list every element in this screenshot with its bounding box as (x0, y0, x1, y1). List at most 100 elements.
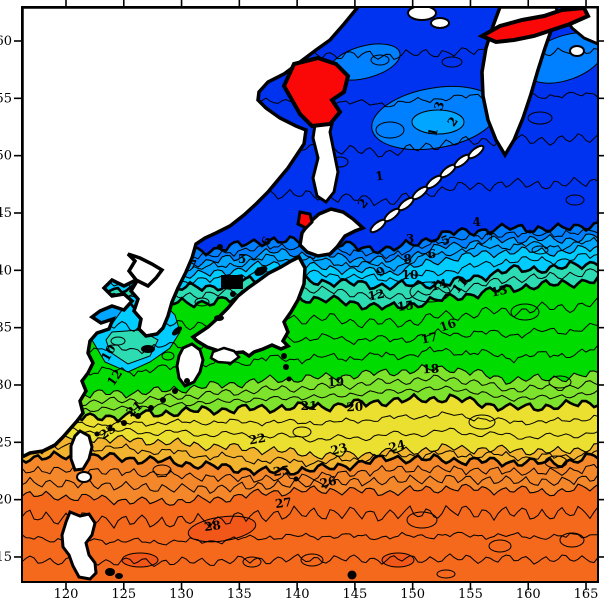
contour-ring (152, 464, 172, 476)
contour-ring (375, 121, 405, 139)
contour-ring (300, 553, 324, 567)
y-tick-label: 45 (0, 206, 12, 221)
island-dot (94, 431, 100, 437)
contour-lines (22, 45, 598, 568)
contour-label: 7 (485, 228, 497, 244)
island-dot (230, 291, 236, 297)
contour-line (22, 427, 598, 443)
x-tick-label: 165 (574, 587, 599, 602)
contour-line (22, 483, 598, 506)
contour-ring (436, 569, 456, 579)
islet-ring (430, 17, 450, 29)
contour-ring (531, 245, 549, 255)
contour-line (22, 474, 598, 494)
y-tick-label: 30 (0, 378, 12, 393)
island-dot (105, 568, 115, 576)
island-dot (293, 476, 299, 482)
contour-label: 23 (329, 440, 349, 458)
islet-ring (76, 471, 92, 483)
contour-line (22, 344, 598, 377)
x-tick-label: 140 (285, 587, 310, 602)
x-tick-label: 125 (111, 587, 136, 602)
contour-label: 3 (406, 232, 414, 246)
island-dot (254, 266, 268, 276)
contour-ring (468, 414, 496, 430)
contour-ring (194, 297, 210, 307)
contour-line (22, 531, 598, 546)
land-asian-mainland (22, 7, 361, 459)
contour-label: 3 (431, 100, 447, 112)
contour-label: 27 (274, 495, 292, 511)
plot-frame (21, 6, 599, 583)
contour-line (22, 411, 598, 428)
contour-ring (110, 336, 126, 346)
contour-label: 19 (327, 375, 344, 390)
island-dot (286, 376, 292, 382)
x-tick-label: 155 (458, 587, 483, 602)
hot-pocket (381, 552, 415, 568)
contour-ring (161, 351, 175, 361)
y-tick-label: 40 (0, 263, 12, 278)
contour-label: 28 (203, 518, 221, 534)
contour-label: 15 (396, 298, 414, 314)
y-tick-label: 55 (0, 91, 12, 106)
closed-contour-rings (110, 54, 585, 579)
contour-ring (406, 511, 438, 529)
island-dot (172, 388, 178, 394)
kuril-islands (369, 144, 485, 234)
contour-line (22, 363, 598, 399)
contour-line (22, 463, 598, 483)
small-islands (76, 7, 585, 580)
land-kyushu (175, 342, 205, 388)
land-luzon (60, 510, 98, 581)
contour-line (22, 296, 598, 334)
ice-patch-tatar-strait (296, 210, 314, 230)
contour-label: 26 (319, 474, 338, 491)
contour-label: 20 (346, 400, 363, 415)
contour-line (22, 385, 598, 413)
ice-patch-north-okhotsk (281, 55, 351, 129)
x-tick-label: 160 (516, 587, 541, 602)
island-dot (115, 573, 123, 579)
land-masses (22, 7, 598, 581)
contour-label: 1 (425, 127, 440, 138)
contour-line (22, 374, 598, 407)
ice-patch-bering-coast (477, 7, 591, 45)
contour-ring (548, 375, 572, 389)
kuril-island (467, 144, 485, 160)
contour-label: 10 (402, 268, 419, 282)
hot-pocket (187, 515, 257, 543)
x-tick-label: 120 (54, 587, 79, 602)
contour-label: 18 (422, 362, 439, 377)
x-tick-label: 145 (342, 587, 367, 602)
island-dot (184, 378, 190, 384)
island-dot (141, 345, 155, 353)
island-dot (148, 405, 154, 411)
contour-ring (565, 194, 585, 206)
y-tick-label: 15 (0, 550, 12, 565)
island-dot (121, 420, 127, 426)
island-dot (283, 364, 289, 370)
contour-label: 21 (301, 399, 318, 413)
contour-label: 14 (429, 276, 449, 294)
contour-ring (488, 539, 512, 553)
contour-label: 10 (224, 276, 241, 290)
island-dot (135, 413, 141, 419)
contour-label: 6 (427, 247, 436, 261)
contour-line (22, 449, 598, 477)
ice-patches (281, 7, 591, 230)
land-shikoku (209, 346, 241, 365)
island-dot (347, 570, 357, 580)
island-dot (217, 244, 223, 250)
contour-ring (292, 426, 312, 438)
contour-ring (409, 281, 451, 303)
contour-ring (544, 455, 568, 469)
y-tick-label: 50 (0, 149, 12, 164)
islet-ring (407, 7, 437, 21)
x-tick-label: 130 (169, 587, 194, 602)
contour-label: 17 (420, 330, 439, 347)
island-dot (107, 426, 113, 432)
contour-line (22, 442, 598, 468)
x-tick-label: 150 (400, 587, 425, 602)
